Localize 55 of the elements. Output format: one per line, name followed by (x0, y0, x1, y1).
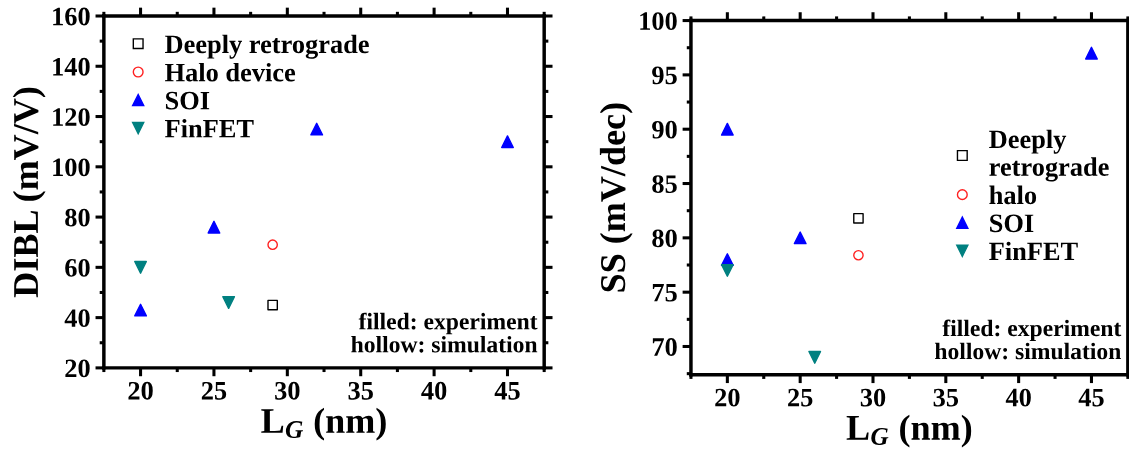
x-axis-title: L$_{G}$ (nm) (846, 414, 972, 448)
x-tick-label: 25 (201, 381, 227, 400)
x-tick-label: 35 (348, 381, 373, 400)
point (207, 220, 221, 234)
x-axis-title: L$_{G}$ (nm) (261, 407, 386, 441)
legend-label: halo (989, 185, 1037, 205)
y-tick-label: 140 (53, 57, 90, 76)
y-tick-label: 80 (652, 229, 677, 248)
y-tick-label: 20 (65, 359, 90, 378)
x-tick-label: 35 (933, 388, 959, 407)
point (808, 350, 822, 364)
x-tick-label: 40 (421, 381, 447, 400)
y-tick-label: 100 (53, 158, 90, 177)
y-tick-label: 160 (53, 7, 90, 26)
point (853, 249, 864, 261)
annotation: filled: experiment hollow: simulation (934, 319, 1122, 360)
x-tick-label: 25 (788, 388, 813, 407)
y-axis-title: DIBL (mV/V) (12, 87, 46, 298)
x-tick-label: 20 (128, 381, 153, 400)
x-tick-label: 30 (860, 388, 886, 407)
annotation: filled: experiment hollow: simulation (351, 312, 538, 353)
y-tick-label: 60 (65, 258, 90, 277)
point (720, 122, 734, 136)
x-tick-label: 45 (494, 382, 520, 400)
y-tick-label: 100 (640, 12, 677, 30)
x-tick-label: 40 (1005, 388, 1031, 407)
legend-label: FinFET (165, 118, 254, 138)
point (500, 135, 514, 149)
point (310, 122, 324, 136)
y-tick-label: 95 (652, 66, 677, 85)
y-tick-label: 70 (652, 338, 677, 356)
y-tick-label: 120 (53, 108, 90, 126)
y-axis-title: SS (mV/dec) (599, 103, 633, 292)
y-tick-label: 90 (652, 120, 677, 139)
y-tick-label: 40 (64, 309, 90, 328)
x-tick-label: 20 (715, 388, 740, 407)
legend-label: SOI (990, 214, 1034, 233)
point (134, 260, 148, 274)
legend-label: Halo device (165, 62, 296, 82)
point (134, 303, 148, 317)
point (720, 263, 734, 277)
x-tick-label: 30 (275, 381, 300, 400)
point (222, 296, 236, 310)
point (853, 212, 864, 224)
y-tick-label: 75 (652, 284, 677, 302)
y-tick-label: 85 (652, 175, 677, 193)
legend-label: SOI (165, 91, 210, 110)
legend-label: Deeply retrograde (165, 34, 369, 59)
point (267, 239, 279, 251)
point (793, 231, 807, 245)
x-tick-label: 45 (1078, 388, 1104, 407)
y-tick-label: 80 (65, 208, 90, 227)
legend-label: FinFET (989, 241, 1078, 261)
point (1084, 46, 1098, 60)
point (267, 299, 279, 311)
